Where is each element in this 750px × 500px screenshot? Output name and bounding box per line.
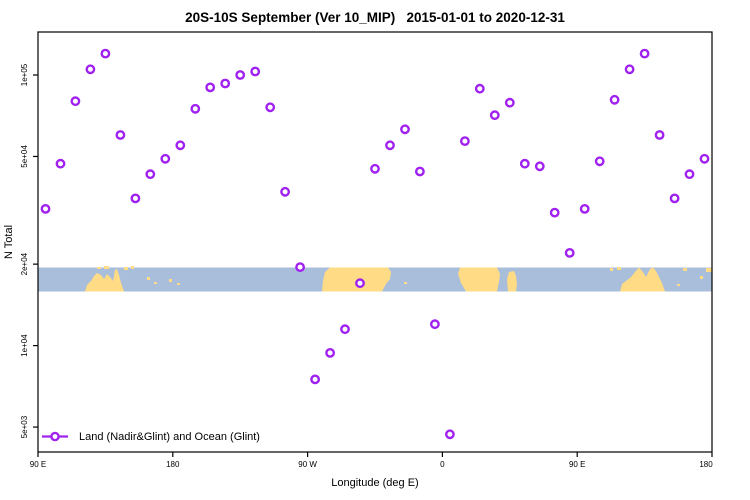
map-band-islet <box>104 266 109 269</box>
map-band-islet <box>610 268 613 271</box>
data-point <box>459 136 470 147</box>
x-tick-label: 90 W <box>298 460 317 469</box>
map-band-islet <box>124 267 128 270</box>
map-band-land-australia-north-2 <box>620 267 665 292</box>
data-point <box>85 64 96 75</box>
x-tick-label: 180 <box>166 460 180 469</box>
map-band-islet <box>97 267 101 269</box>
map-band-land-madagascar <box>507 271 517 292</box>
data-point <box>340 324 350 335</box>
map-band-land-australia-north <box>85 269 124 292</box>
data-point <box>175 140 186 151</box>
map-band-islet <box>131 266 134 269</box>
y-tick-label: 1e+05 <box>20 63 29 86</box>
map-band-islet <box>677 284 680 286</box>
data-point <box>444 429 455 440</box>
y-tick-label: 5e+03 <box>20 415 29 438</box>
map-band-islet <box>177 283 180 285</box>
data-point <box>549 207 560 218</box>
data-point <box>519 158 530 169</box>
map-band-islet <box>147 277 150 280</box>
data-point <box>669 193 680 204</box>
map-band-islet <box>169 279 172 282</box>
map-band-islet <box>683 268 687 271</box>
data-point <box>639 48 650 59</box>
map-band-islet <box>404 282 407 284</box>
data-point <box>325 347 335 358</box>
data-point <box>220 78 231 89</box>
data-point <box>579 203 590 214</box>
data-point <box>70 96 81 107</box>
chart-title: 20S-10S September (Ver 10_MIP) 2015-01-0… <box>185 10 565 25</box>
data-point <box>280 186 290 197</box>
legend-marker-icon <box>42 431 68 442</box>
legend: Land (Nadir&Glint) and Ocean (Glint) <box>40 428 260 445</box>
map-band-land-africa <box>458 267 500 292</box>
data-point <box>624 64 635 75</box>
data-point <box>40 203 51 214</box>
data-point <box>504 97 515 108</box>
data-point <box>190 103 201 114</box>
data-point <box>205 82 216 93</box>
y-tick-label: 2e+04 <box>20 252 29 275</box>
data-point <box>145 169 156 180</box>
data-point <box>489 110 500 121</box>
data-point <box>55 158 66 169</box>
data-point <box>295 262 305 272</box>
y-tick-label: 1e+04 <box>20 334 29 357</box>
data-point <box>594 156 605 167</box>
data-point <box>609 94 620 105</box>
data-point <box>160 153 171 164</box>
x-axis-title: Longitude (deg E) <box>331 477 419 489</box>
data-point <box>250 66 261 77</box>
legend-label: Land (Nadir&Glint) and Ocean (Glint) <box>79 430 260 443</box>
map-band-islet <box>700 276 703 279</box>
data-point <box>414 166 425 177</box>
data-point <box>564 247 575 258</box>
x-tick-label: 180 <box>699 460 713 469</box>
data-point <box>654 130 665 140</box>
data-point <box>534 161 545 172</box>
data-point <box>310 374 320 385</box>
x-tick-label: 0 <box>440 460 445 469</box>
y-tick-label: 5e+04 <box>20 145 29 168</box>
map-band-islet <box>617 267 621 270</box>
data-point <box>130 193 141 204</box>
data-point <box>400 124 410 135</box>
data-point <box>100 48 111 59</box>
data-point <box>429 319 440 330</box>
data-point <box>235 70 246 80</box>
data-point <box>684 169 695 180</box>
x-tick-label: 90 E <box>569 460 585 469</box>
plot-border <box>37 31 713 453</box>
data-point <box>699 153 710 164</box>
data-point <box>370 163 380 174</box>
data-point <box>265 102 276 113</box>
map-band-islet <box>706 268 712 272</box>
map-band-islet <box>154 282 157 284</box>
data-point <box>474 83 485 94</box>
data-point <box>115 130 126 140</box>
data-point <box>385 140 395 151</box>
data-point <box>355 278 365 289</box>
x-tick-label: 90 E <box>30 460 46 469</box>
map-band-land-south-america <box>322 267 391 292</box>
